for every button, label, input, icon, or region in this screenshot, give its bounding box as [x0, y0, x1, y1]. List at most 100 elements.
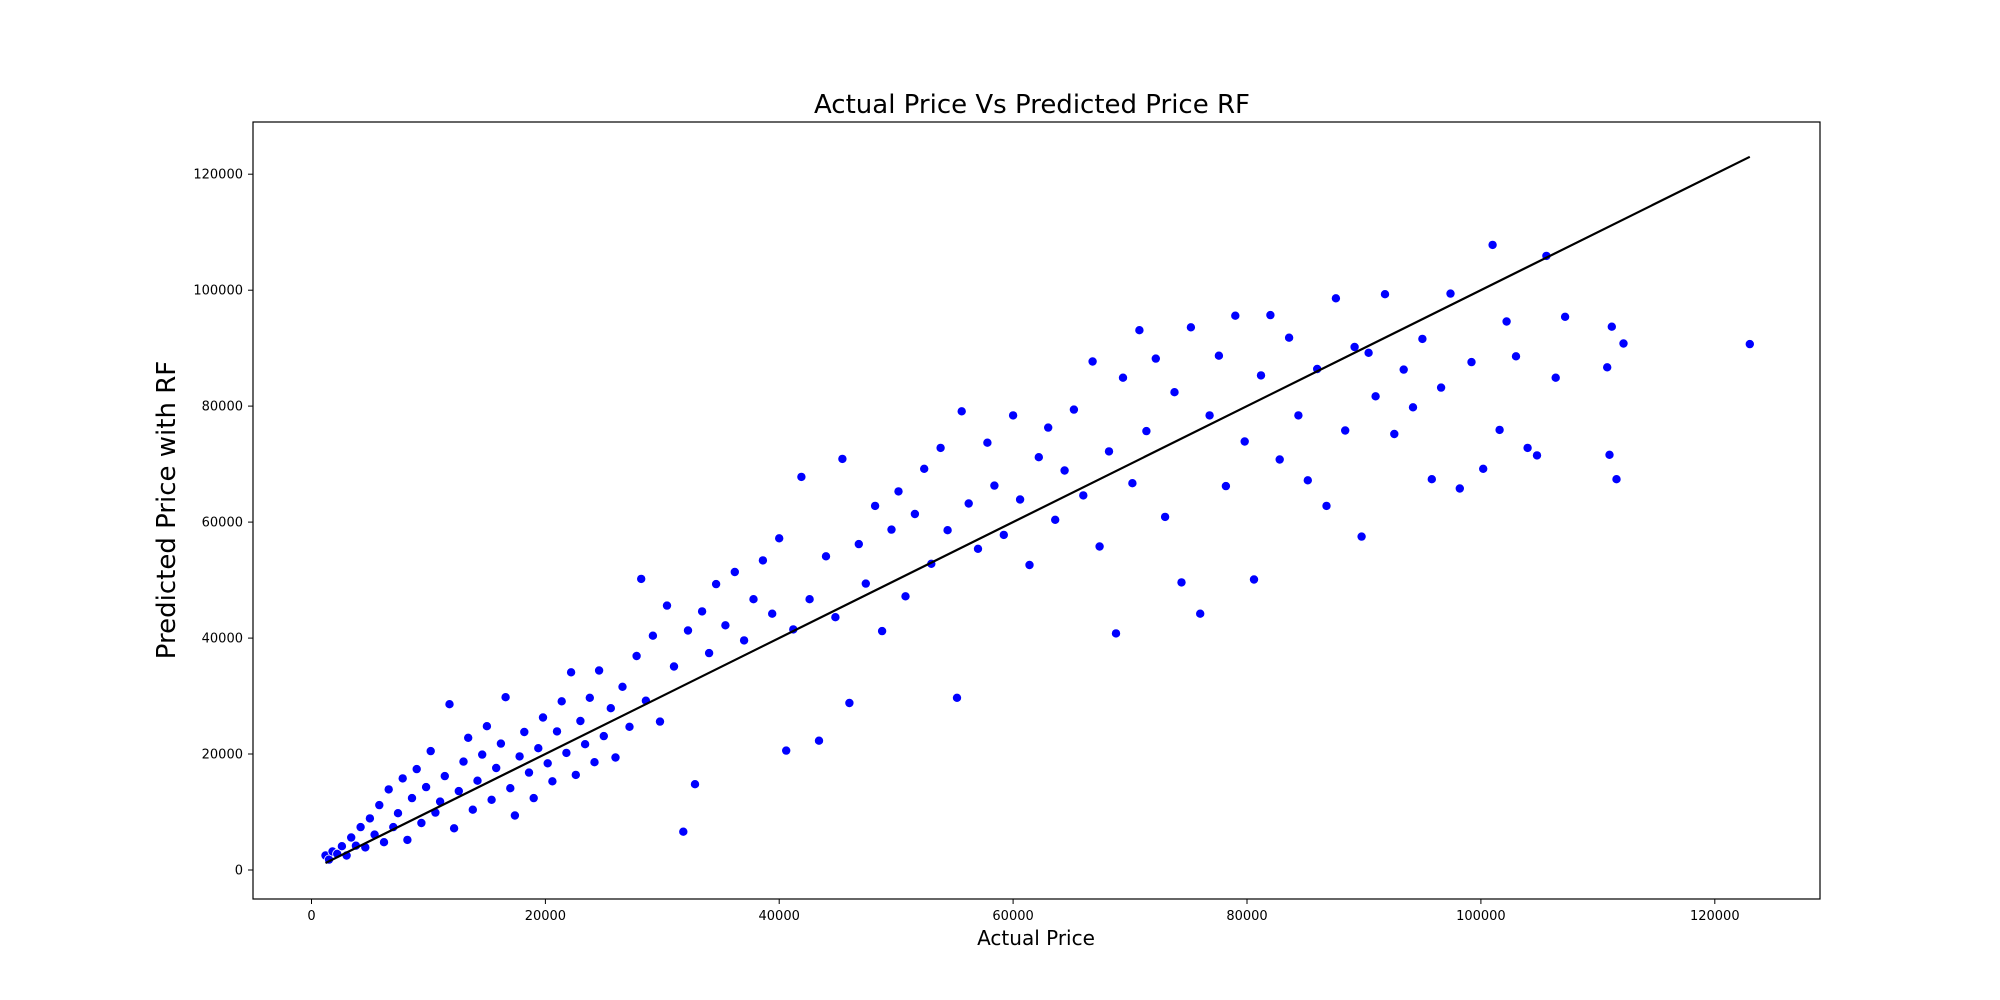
data-point [1160, 511, 1171, 522]
data-point [575, 716, 586, 727]
data-point [870, 500, 881, 511]
data-point [1068, 404, 1079, 415]
data-point [449, 823, 460, 834]
data-point [486, 794, 497, 805]
data-point [1078, 490, 1089, 501]
data-point [1321, 500, 1332, 511]
data-point [989, 480, 1000, 491]
data-point [528, 793, 539, 804]
data-point [1302, 475, 1313, 486]
data-point [552, 726, 563, 737]
plot-frame [252, 121, 1821, 900]
data-point [909, 508, 920, 519]
y-axis: 0 20000 40000 60000 80000 100000 120000 [193, 168, 253, 879]
data-point [830, 612, 841, 623]
x-tick-label: 100000 [1456, 909, 1506, 924]
data-point [1118, 372, 1129, 383]
x-tick-label: 120000 [1690, 909, 1740, 924]
data-point [1015, 494, 1026, 505]
data-point [781, 745, 792, 756]
data-point [1330, 293, 1341, 304]
data-point [402, 834, 413, 845]
data-point [355, 822, 366, 833]
data-point [1220, 481, 1231, 492]
data-point [509, 810, 520, 821]
data-point [1340, 425, 1351, 436]
data-point [1094, 541, 1105, 552]
data-point [774, 533, 785, 544]
data-point [1043, 422, 1054, 433]
data-point [1501, 316, 1512, 327]
data-point [796, 471, 807, 482]
data-point [589, 757, 600, 768]
data-point [500, 692, 511, 703]
data-point [467, 804, 478, 815]
data-point [757, 555, 768, 566]
data-point [458, 756, 469, 767]
y-tick-label: 60000 [202, 516, 243, 531]
data-point [720, 620, 731, 631]
data-point [1478, 463, 1489, 474]
data-point [1204, 410, 1215, 421]
data-point [580, 739, 591, 750]
data-point [982, 437, 993, 448]
data-point [1185, 322, 1196, 333]
data-point [998, 529, 1009, 540]
x-tick-label: 40000 [759, 909, 800, 924]
data-point [514, 751, 525, 762]
data-point [336, 841, 347, 852]
data-points [320, 239, 1755, 865]
data-point [1008, 410, 1019, 421]
data-point [877, 626, 888, 637]
data-point [439, 771, 450, 782]
data-point [919, 463, 930, 474]
data-point [1356, 531, 1367, 542]
data-point [519, 727, 530, 738]
data-point [1050, 514, 1061, 525]
y-tick-label: 0 [235, 864, 243, 879]
reference-line-layer [325, 155, 1751, 864]
data-point [1134, 325, 1145, 336]
data-point [1370, 391, 1381, 402]
plot-area [252, 121, 1821, 900]
data-point [655, 716, 666, 727]
data-point [844, 698, 855, 709]
data-point [1550, 372, 1561, 383]
data-point [683, 625, 694, 636]
data-point [1265, 310, 1276, 321]
data-point [463, 732, 474, 743]
data-point [1532, 450, 1543, 461]
data-point [566, 667, 577, 678]
data-point [1363, 347, 1374, 358]
y-axis-label: Predicted Price with RF [152, 361, 182, 659]
data-point [1111, 628, 1122, 639]
data-point [662, 600, 673, 611]
data-point [1024, 560, 1035, 571]
reference-line [325, 155, 1751, 864]
data-point [952, 692, 963, 703]
data-point [1059, 465, 1070, 476]
data-point [598, 731, 609, 742]
data-point [1618, 338, 1629, 349]
data-point [1176, 577, 1187, 588]
data-point [697, 606, 708, 617]
data-point [1398, 364, 1409, 375]
data-point [610, 752, 621, 763]
data-point [346, 832, 357, 843]
data-point [1213, 350, 1224, 361]
data-point [1239, 436, 1250, 447]
data-point [1454, 483, 1465, 494]
data-point [1127, 478, 1138, 489]
data-point [425, 746, 436, 757]
data-point [900, 591, 911, 602]
data-point [973, 543, 984, 554]
data-point [1611, 474, 1622, 485]
data-point [481, 721, 492, 732]
data-point [1487, 239, 1498, 250]
data-point [821, 551, 832, 562]
y-tick-label: 100000 [193, 284, 243, 299]
data-point [556, 696, 567, 707]
x-tick-label: 60000 [992, 909, 1033, 924]
data-point [669, 661, 680, 672]
